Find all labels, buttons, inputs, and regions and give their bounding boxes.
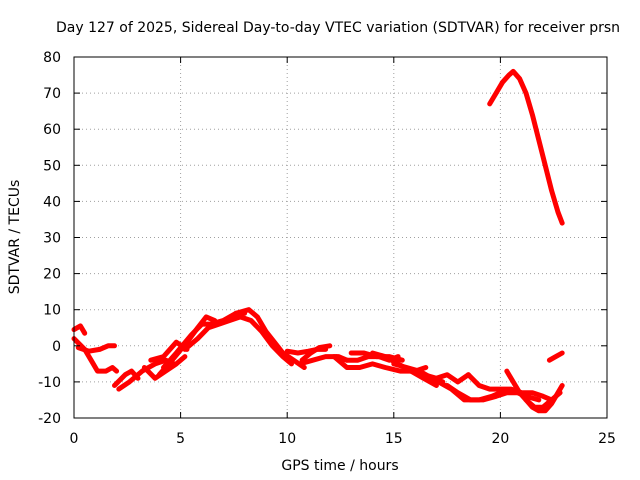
x-tick-label: 0 <box>70 431 79 447</box>
series-trace-26 <box>546 350 565 363</box>
series-trace-11 <box>233 307 307 370</box>
y-tick-label: 30 <box>43 231 61 247</box>
y-tick-label: -10 <box>38 375 61 391</box>
y-tick-label: 60 <box>43 122 61 138</box>
series-trace-27 <box>487 68 565 226</box>
series-trace-1 <box>71 323 88 336</box>
y-tick-label: 50 <box>43 158 61 174</box>
axis-ticks: 0 5 10 15 20 25 -20 -10 0 10 20 30 40 50 60 70 80 <box>38 50 616 447</box>
series-trace-10 <box>182 314 294 367</box>
series-trace-13 <box>299 343 333 363</box>
series-trace-25 <box>523 390 563 410</box>
series-trace-3 <box>75 343 117 354</box>
y-tick-label: 70 <box>43 86 61 102</box>
chart-title: Day 127 of 2025, Sidereal Day-to-day VTE… <box>56 20 620 36</box>
series-trace-23 <box>465 372 555 403</box>
y-tick-label: 0 <box>52 339 61 355</box>
y-tick-label: 20 <box>43 267 61 283</box>
x-axis-label: GPS time / hours <box>281 458 398 474</box>
series-trace-20 <box>408 368 471 385</box>
y-tick-label: -20 <box>38 411 61 427</box>
x-tick-label: 25 <box>598 431 616 447</box>
data-series <box>71 68 565 414</box>
x-tick-label: 5 <box>176 431 185 447</box>
grid <box>74 57 607 418</box>
y-tick-label: 10 <box>43 303 61 319</box>
y-axis-label: SDTVAR / TECUs <box>7 180 23 295</box>
y-tick-label: 80 <box>43 50 61 66</box>
y-tick-label: 40 <box>43 194 61 210</box>
x-tick-label: 10 <box>278 431 296 447</box>
x-tick-label: 15 <box>385 431 403 447</box>
x-tick-label: 20 <box>491 431 509 447</box>
